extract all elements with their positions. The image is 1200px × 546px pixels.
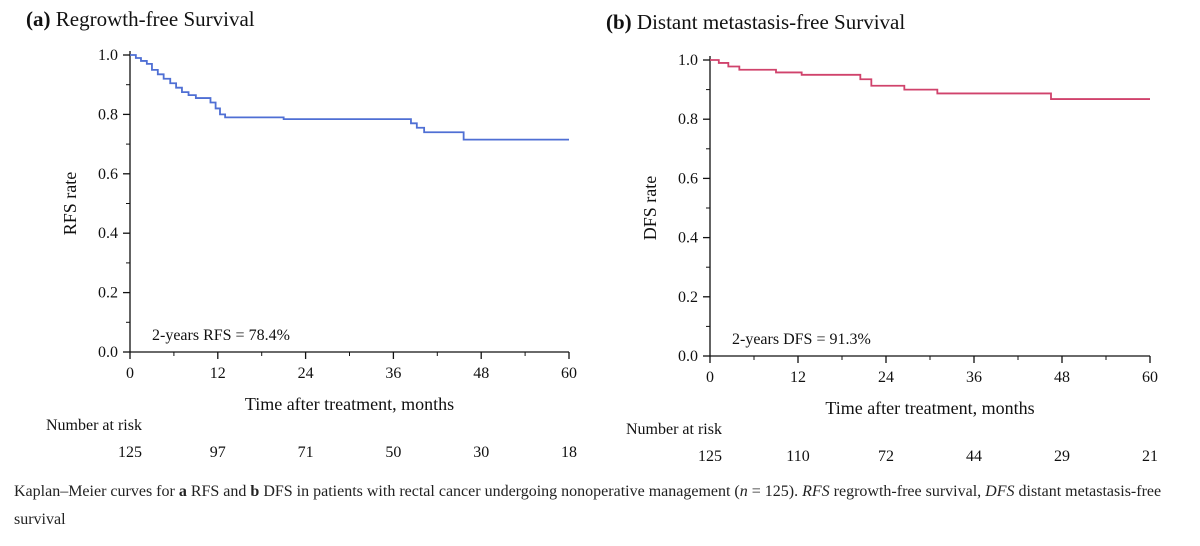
panel-b-risk-value: 29 xyxy=(1054,448,1070,465)
panel-b-risk-value: 110 xyxy=(786,448,809,465)
panel-b-y-tick-label: 0.8 xyxy=(678,111,698,128)
panel-a-risk-value: 30 xyxy=(473,444,489,461)
panel-a-y-tick-label: 0.0 xyxy=(98,344,118,361)
panel-b-risk-value: 125 xyxy=(698,448,722,465)
panel-a-risk-value: 125 xyxy=(118,444,142,461)
panel-a-risk-value: 18 xyxy=(561,444,577,461)
panel-a-y-axis-label: RFS rate xyxy=(60,172,80,236)
caption-prefix: Kaplan–Meier curves for xyxy=(14,483,179,500)
panel-b-x-tick-label: 24 xyxy=(878,369,894,386)
panel-b-x-tick-label: 0 xyxy=(706,369,714,386)
panel-b-letter: (b) xyxy=(606,10,632,34)
panel-a-x-axis-label: Time after treatment, months xyxy=(245,394,454,414)
panel-b-title-text: Distant metastasis-free Survival xyxy=(632,10,906,34)
caption-suffix: distant metastasis-free survival xyxy=(14,483,1162,528)
panel-a-x-tick-label: 60 xyxy=(561,365,577,382)
panel-b-survival-curve xyxy=(710,59,1150,100)
panel-b-x-axis-label: Time after treatment, months xyxy=(825,398,1034,418)
panel-a-y-tick-label: 0.2 xyxy=(98,285,118,302)
panel-b-annotation: 2-years DFS = 91.3% xyxy=(732,331,871,348)
caption-mid1: RFS and xyxy=(186,483,251,500)
panel-b-risk-value: 21 xyxy=(1142,448,1158,465)
panel-b-y-tick-label: 0.4 xyxy=(678,230,698,247)
panel-a-title: (a) Regrowth-free Survival xyxy=(26,7,255,31)
caption-mid4: regrowth-free survival, xyxy=(829,483,986,500)
panel-a-title-text: Regrowth-free Survival xyxy=(51,7,255,31)
panel-a-y-tick-label: 0.4 xyxy=(98,225,118,242)
panel-a-risk-value: 97 xyxy=(210,444,226,461)
panel-b-y-tick-label: 0.6 xyxy=(678,170,698,187)
caption-panel-b: b xyxy=(250,483,260,500)
caption-mid2: DFS in patients with rectal cancer under… xyxy=(259,483,740,500)
panel-b-y-tick-label: 0.0 xyxy=(678,348,698,365)
caption-dfs-abbrev: DFS xyxy=(985,483,1015,500)
panel-a-x-tick-label: 0 xyxy=(126,365,134,382)
panel-a-risk-value: 50 xyxy=(385,444,401,461)
panel-b-x-tick-label: 60 xyxy=(1142,369,1158,386)
panel-b-y-tick-label: 0.2 xyxy=(678,289,698,306)
panel-a-x-tick-label: 48 xyxy=(473,365,489,382)
panel-b-y-axis-label: DFS rate xyxy=(640,176,660,241)
panel-a-y-tick-label: 1.0 xyxy=(98,47,118,64)
panel-b-risk-value: 72 xyxy=(878,448,894,465)
panel-a-x-tick-label: 24 xyxy=(298,365,314,382)
panel-b-risk-value: 44 xyxy=(966,448,982,465)
panel-a-annotation: 2-years RFS = 78.4% xyxy=(152,327,290,344)
panel-a-risk-value: 71 xyxy=(298,444,314,461)
panel-b-risk-title: Number at risk xyxy=(626,421,722,438)
panel-a-y-tick-label: 0.8 xyxy=(98,106,118,123)
panel-a-risk-title: Number at risk xyxy=(46,417,142,434)
panel-a-x-tick-label: 12 xyxy=(210,365,226,382)
panel-b-x-tick-label: 12 xyxy=(790,369,806,386)
caption-panel-a: a xyxy=(178,483,187,500)
panel-a-x-tick-label: 36 xyxy=(385,365,401,382)
caption-rfs-abbrev: RFS xyxy=(802,483,830,500)
panel-b-x-tick-label: 36 xyxy=(966,369,982,386)
panel-b-title: (b) Distant metastasis-free Survival xyxy=(606,10,905,34)
panel-b-x-tick-label: 48 xyxy=(1054,369,1070,386)
figure-caption: Kaplan–Meier curves for a RFS and b DFS … xyxy=(14,478,1184,534)
caption-mid3: = 125). xyxy=(747,483,803,500)
panel-a-letter: (a) xyxy=(26,7,51,31)
panel-a-y-tick-label: 0.6 xyxy=(98,166,118,183)
panel-a-survival-curve xyxy=(130,54,569,141)
caption-n: n xyxy=(739,483,748,500)
panel-b-y-tick-label: 1.0 xyxy=(678,52,698,69)
